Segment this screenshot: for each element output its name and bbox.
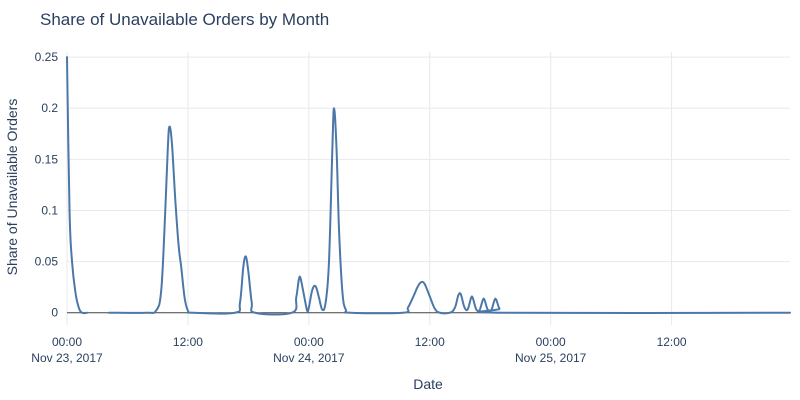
y-tick-label: 0.15 [35, 152, 59, 166]
y-tick-label: 0.25 [35, 50, 59, 64]
plot-area [66, 56, 791, 316]
x-tick-label: 12:00 [657, 335, 687, 349]
x-tick-label: 00:00 [294, 335, 324, 349]
y-axis-tick-labels: 0 0.05 0.1 0.15 0.2 0.25 [35, 50, 59, 320]
x-tick-label: 00:00 [536, 335, 566, 349]
y-tick-label: 0.05 [35, 255, 59, 269]
y-tick-label: 0.1 [41, 203, 58, 217]
x-gridlines [66, 52, 673, 325]
x-tick-date-label: Nov 23, 2017 [31, 351, 103, 365]
x-tick-date-label: Nov 25, 2017 [515, 351, 587, 365]
y-gridlines [67, 56, 790, 263]
y-tick-label: 0 [51, 306, 58, 320]
series-line-segment-2 [107, 107, 791, 316]
x-tick-label: 12:00 [173, 335, 203, 349]
x-tick-label: 00:00 [52, 335, 82, 349]
x-axis-title: Date [413, 376, 443, 392]
x-tick-label: 12:00 [415, 335, 445, 349]
x-tick-date-label: Nov 24, 2017 [273, 351, 345, 365]
series-line-segment-1 [66, 56, 89, 315]
y-axis-title: Share of Unavailable Orders [4, 99, 20, 276]
chart-title: Share of Unavailable Orders by Month [40, 10, 329, 29]
x-axis-tick-labels: 00:00 Nov 23, 2017 12:00 00:00 Nov 24, 2017 1… [31, 335, 687, 365]
y-tick-label: 0.2 [41, 101, 58, 115]
